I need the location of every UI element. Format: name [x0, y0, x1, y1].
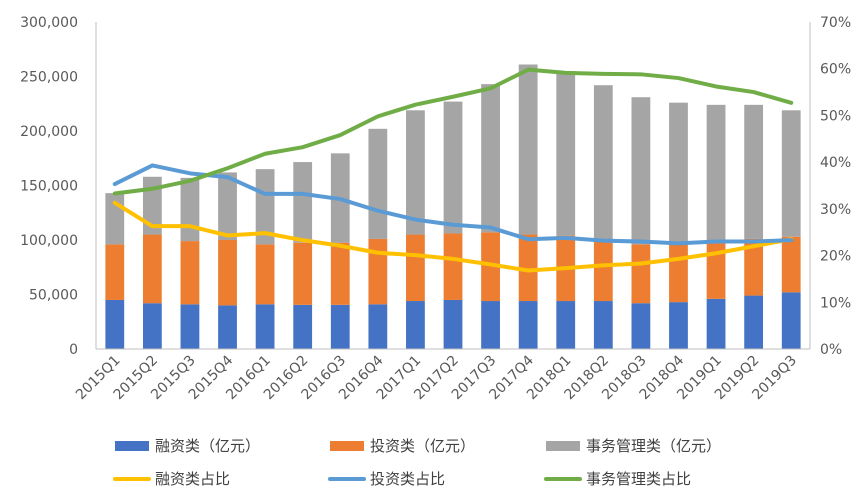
y-right-tick-label: 70%	[820, 15, 851, 31]
bar-series2-2015Q4	[218, 172, 237, 240]
line-series-1	[112, 163, 794, 246]
lines-layer	[112, 67, 794, 273]
bar-series2-2016Q1	[255, 169, 275, 245]
bar-series1-2016Q3	[330, 242, 350, 305]
y-right-tick-label: 30%	[820, 202, 851, 218]
bar-series0-2017Q4	[518, 301, 538, 349]
bar-series1-2019Q2	[744, 238, 764, 296]
bar-series0-2016Q2	[293, 304, 313, 349]
legend-swatch-bar	[330, 441, 364, 451]
bar-series0-2018Q3	[631, 303, 651, 349]
bar-series1-2015Q3	[180, 241, 200, 305]
bar-series0-2017Q3	[481, 301, 500, 349]
bar-series1-2015Q1	[105, 244, 125, 300]
legend-label: 投资类占比	[370, 470, 445, 488]
bar-series1-2017Q2	[443, 233, 463, 300]
y-left-tick-label: 250,000	[20, 70, 78, 86]
y-right-tick-label: 20%	[820, 249, 851, 265]
bar-series1-2017Q1	[406, 234, 425, 302]
bar-series0-2018Q2	[593, 301, 613, 349]
bar-series2-2015Q3	[180, 177, 200, 242]
bars-layer	[105, 64, 801, 349]
bar-series2-2018Q4	[669, 102, 688, 244]
legend-label: 融资类（亿元）	[155, 437, 260, 455]
bar-series0-2015Q1	[105, 299, 125, 349]
legend-label: 事务管理类占比	[586, 470, 691, 488]
y-left-tick-label: 50,000	[29, 288, 78, 304]
bar-series2-2019Q3	[781, 110, 801, 237]
bar-series1-2019Q1	[706, 240, 726, 299]
y-right-tick-label: 10%	[820, 295, 851, 311]
bar-series2-2017Q2	[443, 101, 463, 234]
y-left-tick-label: 100,000	[20, 233, 78, 249]
bar-series1-2016Q4	[368, 238, 388, 305]
y-left-tick-label: 150,000	[20, 179, 78, 195]
y-right-tick-label: 60%	[820, 62, 851, 78]
bar-series2-2017Q3	[481, 84, 500, 233]
y-right-tick-label: 50%	[820, 108, 851, 124]
bar-series0-2019Q2	[744, 295, 764, 349]
bar-series0-2019Q3	[781, 292, 801, 349]
bar-series0-2016Q3	[330, 304, 350, 349]
y-right-tick-label: 40%	[820, 155, 851, 171]
bar-series0-2015Q3	[180, 304, 200, 349]
legend-swatch-bar	[115, 441, 149, 451]
bar-series1-2018Q3	[631, 244, 651, 304]
bar-series1-2018Q4	[669, 243, 688, 303]
bar-series2-2017Q4	[518, 64, 538, 235]
line-series-0	[112, 200, 794, 273]
bar-series0-2015Q4	[218, 305, 237, 349]
bar-series0-2016Q1	[255, 304, 275, 349]
legend-label: 事务管理类（亿元）	[586, 437, 721, 455]
legend-swatch-bar	[546, 441, 580, 451]
bar-series0-2018Q4	[669, 302, 688, 349]
bar-series2-2018Q2	[593, 85, 613, 240]
bar-series1-2016Q2	[293, 242, 313, 305]
bar-series0-2016Q4	[368, 304, 388, 349]
bar-series1-2015Q2	[142, 234, 162, 304]
bar-series0-2018Q1	[556, 301, 576, 349]
bar-series2-2016Q2	[293, 162, 313, 243]
bar-series0-2015Q2	[142, 303, 162, 349]
bar-series0-2017Q1	[406, 301, 425, 349]
legend-label: 融资类占比	[155, 470, 230, 488]
bar-series2-2019Q2	[744, 104, 764, 239]
bar-series1-2017Q3	[481, 232, 500, 302]
bar-series0-2017Q2	[443, 299, 463, 349]
bar-series2-2019Q1	[706, 104, 726, 240]
legend: 融资类（亿元） 投资类（亿元） 事务管理类（亿元） 融资类占比 投资类占比 事务管理类占比	[113, 437, 721, 488]
bar-series1-2019Q3	[781, 236, 801, 293]
bar-series2-2016Q4	[368, 128, 388, 239]
y-left-tick-label: 200,000	[20, 124, 78, 140]
y-right-tick-label: 0%	[820, 342, 842, 358]
bar-series0-2019Q1	[706, 298, 726, 349]
y-left-tick-label: 0	[69, 342, 78, 358]
line-series-2	[112, 67, 794, 196]
bar-series2-2017Q1	[406, 110, 425, 235]
bar-series1-2016Q1	[255, 244, 275, 305]
legend-label: 投资类（亿元）	[370, 437, 475, 455]
bar-series1-2015Q4	[218, 240, 237, 306]
bar-series2-2018Q3	[631, 97, 651, 245]
bar-series2-2018Q1	[556, 71, 576, 236]
bar-series1-2018Q2	[593, 240, 613, 302]
bar-series1-2017Q4	[518, 234, 538, 302]
y-left-tick-label: 300,000	[20, 15, 78, 31]
